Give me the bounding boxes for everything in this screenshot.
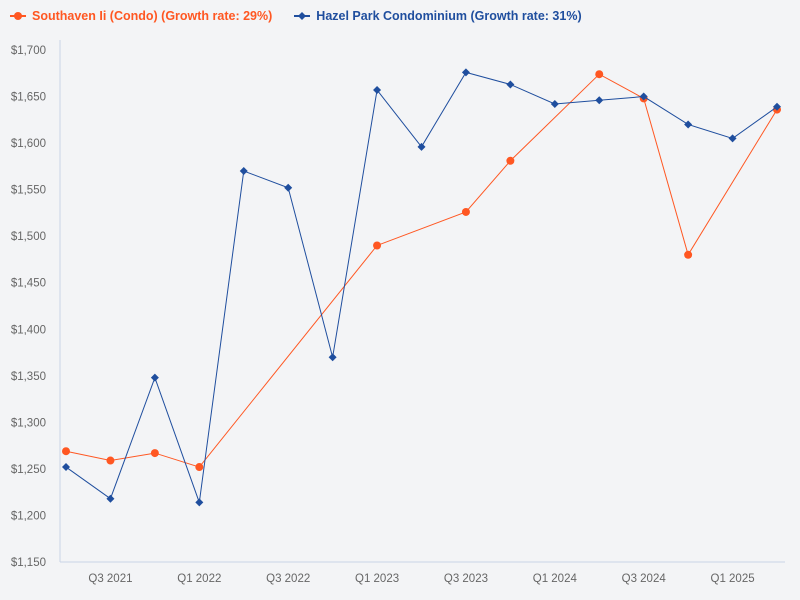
- circle-marker-icon: [10, 12, 26, 20]
- data-point: [461, 207, 470, 216]
- y-tick-label: $1,300: [11, 417, 46, 429]
- data-point: [106, 456, 115, 465]
- data-point: [728, 134, 737, 143]
- data-point: [150, 449, 159, 458]
- legend-label: Southaven Ii (Condo) (Growth rate: 29%): [32, 9, 273, 23]
- x-tick-label: Q3 2022: [266, 573, 310, 585]
- x-tick-label: Q3 2024: [622, 573, 667, 585]
- y-tick-label: $1,150: [11, 557, 46, 569]
- diamond-marker-icon: [294, 12, 311, 20]
- legend-item-hazel-park[interactable]: Hazel Park Condominium (Growth rate: 31%…: [294, 9, 582, 23]
- y-tick-label: $1,600: [11, 138, 46, 150]
- y-tick-label: $1,550: [11, 185, 46, 197]
- data-point: [639, 92, 648, 101]
- legend-item-southaven[interactable]: Southaven Ii (Condo) (Growth rate: 29%): [10, 9, 272, 23]
- y-tick-label: $1,450: [11, 278, 46, 290]
- data-point: [373, 86, 382, 95]
- y-tick-label: $1,200: [11, 510, 46, 522]
- y-tick-label: $1,250: [11, 464, 46, 476]
- data-point: [328, 353, 337, 362]
- series-line-0: [65, 73, 778, 468]
- x-tick-label: Q1 2023: [355, 573, 399, 585]
- data-point: [373, 241, 382, 250]
- data-point: [550, 99, 559, 108]
- legend-label: Hazel Park Condominium (Growth rate: 31%…: [316, 9, 582, 23]
- data-point: [62, 447, 70, 456]
- data-point: [506, 156, 515, 165]
- y-tick-label: $1,650: [11, 92, 46, 104]
- legend: Southaven Ii (Condo) (Growth rate: 29%) …: [10, 9, 582, 23]
- y-tick-label: $1,700: [11, 45, 46, 57]
- data-point: [195, 498, 204, 507]
- data-point: [284, 183, 293, 192]
- series-line-1: [65, 71, 778, 503]
- x-tick-label: Q3 2023: [444, 573, 488, 585]
- data-point: [506, 80, 515, 89]
- data-point: [239, 167, 248, 176]
- y-tick-label: $1,350: [11, 371, 46, 383]
- x-tick-label: Q1 2025: [711, 573, 755, 585]
- data-point: [595, 70, 604, 79]
- data-point: [461, 68, 470, 77]
- data-point: [62, 463, 70, 472]
- data-point: [595, 96, 604, 105]
- x-tick-label: Q1 2024: [533, 573, 578, 585]
- data-point: [684, 120, 693, 129]
- y-tick-label: $1,400: [11, 324, 46, 336]
- data-point: [150, 373, 159, 382]
- data-point: [684, 250, 693, 259]
- data-point: [106, 494, 115, 503]
- data-point: [195, 463, 204, 472]
- y-tick-label: $1,500: [11, 231, 46, 243]
- x-tick-label: Q3 2021: [88, 573, 132, 585]
- data-point: [773, 102, 781, 111]
- data-point: [417, 142, 426, 151]
- x-tick-label: Q1 2022: [177, 573, 221, 585]
